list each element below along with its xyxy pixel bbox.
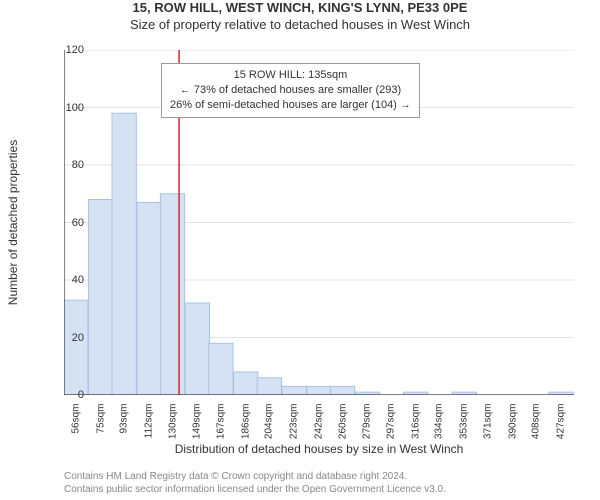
x-tick-label: 371sqm (482, 404, 493, 444)
histogram-bar (209, 343, 233, 395)
x-tick-label: 93sqm (119, 404, 130, 444)
annotation-line-3: 26% of semi-detached houses are larger (… (170, 98, 411, 113)
y-tick-label: 80 (44, 159, 84, 171)
histogram-bar (185, 303, 209, 395)
x-tick-label: 390sqm (507, 404, 518, 444)
histogram-bars (64, 113, 573, 395)
chart-title: 15, ROW HILL, WEST WINCH, KING'S LYNN, P… (0, 0, 600, 15)
x-tick-label: 186sqm (240, 404, 251, 444)
x-tick-label: 408sqm (531, 404, 542, 444)
x-axis-label: Distribution of detached houses by size … (64, 442, 574, 456)
x-tick-label: 167sqm (215, 404, 226, 444)
x-tick-label: 279sqm (362, 404, 373, 444)
x-tick-label: 353sqm (459, 404, 470, 444)
annotation-line-2: ← 73% of detached houses are smaller (29… (170, 83, 411, 98)
histogram-bar (330, 386, 354, 395)
y-tick-label: 0 (44, 389, 84, 401)
x-tick-label: 334sqm (434, 404, 445, 444)
y-axis-label: Number of detached properties (6, 50, 26, 395)
x-tick-label: 112sqm (144, 404, 155, 444)
x-tick-label: 130sqm (167, 404, 178, 444)
x-tick-label: 75sqm (95, 404, 106, 444)
x-tick-label: 260sqm (337, 404, 348, 444)
histogram-bar (112, 113, 136, 395)
histogram-bar (88, 200, 112, 396)
chart-subtitle: Size of property relative to detached ho… (0, 17, 600, 32)
footer-attribution: Contains HM Land Registry data © Crown c… (64, 471, 574, 496)
x-tick-label: 242sqm (314, 404, 325, 444)
histogram-bar (137, 202, 161, 395)
footer-line-1: Contains HM Land Registry data © Crown c… (64, 471, 574, 484)
footer-line-2: Contains public sector information licen… (64, 484, 574, 497)
x-tick-label: 316sqm (410, 404, 421, 444)
y-tick-label: 20 (44, 332, 84, 344)
y-tick-label: 120 (44, 44, 84, 56)
histogram-bar (160, 194, 184, 395)
histogram-bar (307, 386, 331, 395)
y-tick-label: 60 (44, 217, 84, 229)
plot-area: 15 ROW HILL: 135sqm ← 73% of detached ho… (64, 50, 574, 395)
x-tick-label: 297sqm (385, 404, 396, 444)
histogram-bar (257, 378, 281, 395)
x-tick-label: 204sqm (264, 404, 275, 444)
x-tick-label: 149sqm (192, 404, 203, 444)
chart-container: { "chart": { "type": "histogram", "title… (0, 0, 600, 500)
annotation-box: 15 ROW HILL: 135sqm ← 73% of detached ho… (161, 63, 420, 118)
histogram-bar (282, 386, 306, 395)
histogram-bar (234, 372, 258, 395)
histogram-bar (64, 300, 88, 395)
chart-title-block: 15, ROW HILL, WEST WINCH, KING'S LYNN, P… (0, 0, 600, 32)
x-tick-label: 56sqm (70, 404, 81, 444)
y-tick-label: 100 (44, 102, 84, 114)
x-tick-label: 427sqm (555, 404, 566, 444)
x-tick-label: 223sqm (289, 404, 300, 444)
annotation-line-1: 15 ROW HILL: 135sqm (170, 68, 411, 83)
y-tick-label: 40 (44, 274, 84, 286)
